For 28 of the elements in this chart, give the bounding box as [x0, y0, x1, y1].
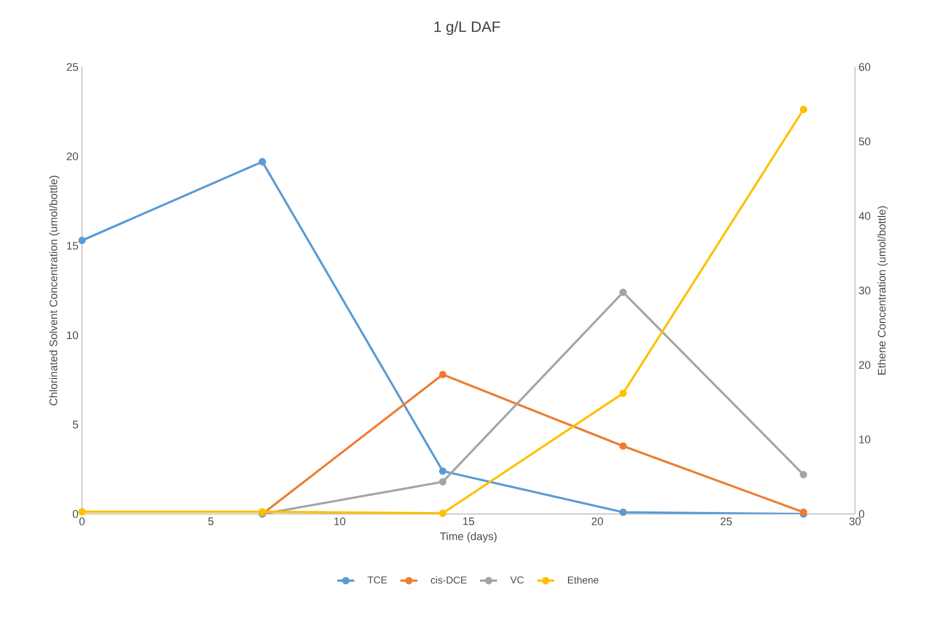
legend-label: cis-DCE [430, 576, 467, 584]
y2-tick-label: 40 [858, 212, 870, 220]
x-tick-label: 25 [720, 518, 732, 526]
y-axis-title: Chlorinated Solvent Concentration (umol/bottle) [49, 176, 60, 406]
x-tick-label: 0 [79, 518, 85, 526]
y2-tick-label: 30 [858, 286, 870, 294]
x-axis-title: Time (days) [440, 532, 497, 542]
x-tick-label: 30 [849, 518, 861, 526]
y-tick-label: 15 [67, 242, 78, 250]
x-tick-label: 5 [208, 518, 214, 526]
legend-label: TCE [368, 576, 387, 584]
x-tick-label: 20 [592, 518, 603, 526]
y2-tick-label: 50 [858, 138, 870, 146]
y2-axis-title: Ethene Concentration (umol/bottle) [878, 206, 888, 375]
y-tick-label: 20 [66, 152, 78, 160]
y-tick-label: 25 [66, 63, 78, 71]
x-tick-label: 15 [463, 518, 474, 526]
y2-tick-label: 60 [859, 63, 870, 71]
legend-label: VC [510, 576, 524, 584]
y2-tick-label: 10 [859, 436, 870, 444]
y-tick-label: 5 [72, 420, 78, 428]
x-tick-label: 10 [334, 518, 346, 526]
y2-tick-label: 20 [859, 361, 870, 369]
y2-tick-label: 0 [858, 510, 864, 518]
chart-title: 1 g/L DAF [434, 21, 500, 35]
legend-label: Ethene [568, 576, 598, 584]
y-tick-label: 10 [67, 331, 78, 340]
y-tick-label: 0 [72, 510, 78, 518]
